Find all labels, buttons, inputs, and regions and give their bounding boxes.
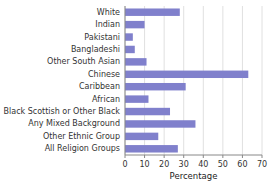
- bar: [125, 33, 133, 40]
- y-tick-label: Black Scottish or Other Black: [4, 107, 121, 116]
- y-tick-label: All Religion Groups: [45, 144, 120, 153]
- y-tick-label: White: [97, 8, 120, 17]
- bar: [125, 145, 178, 152]
- chart-svg: 0 10 20 30 40 50 60 70 All Religion Groups Other …: [0, 0, 272, 185]
- bars: [125, 8, 248, 152]
- bar: [125, 95, 148, 102]
- grid-line: [125, 6, 126, 155]
- x-tick-label: 70: [257, 160, 267, 169]
- x-tick-label: 50: [218, 160, 228, 169]
- y-tick-label: Pakistani: [84, 33, 120, 42]
- bar: [125, 8, 180, 15]
- y-tick-label: Caribbean: [79, 82, 120, 91]
- x-tick-label: 60: [237, 160, 247, 169]
- bar: [125, 58, 147, 65]
- y-tick-label: Bangladeshi: [71, 45, 120, 54]
- bar: [125, 71, 248, 78]
- grid-line: [183, 6, 184, 155]
- x-tick-label: 20: [159, 160, 169, 169]
- x-tick-label: 30: [179, 160, 189, 169]
- y-tick-label: Other Ethnic Group: [43, 132, 120, 141]
- grid-line: [222, 6, 223, 155]
- x-axis-line: [125, 155, 262, 156]
- x-tick-label: 40: [198, 160, 208, 169]
- grid-line: [203, 6, 204, 155]
- bar: [125, 46, 135, 53]
- bar: [125, 120, 195, 127]
- bar: [125, 133, 158, 140]
- y-tick-label: Chinese: [88, 70, 120, 79]
- grid-line: [262, 6, 263, 155]
- y-axis-line: [125, 6, 126, 155]
- y-tick-label: African: [92, 95, 120, 104]
- y-tick-labels: All Religion Groups Other Ethnic Group Any…: [4, 8, 121, 154]
- x-tick-label: 10: [139, 160, 149, 169]
- y-tick-label: Any Mixed Background: [28, 119, 120, 128]
- bar: [125, 21, 145, 28]
- x-axis-label: Percentage: [170, 171, 218, 181]
- bar: [125, 108, 170, 115]
- grid: [125, 6, 262, 155]
- y-tick-label: Other South Asian: [47, 57, 120, 66]
- chart-container: 0 10 20 30 40 50 60 70 All Religion Groups Other …: [0, 0, 272, 185]
- x-ticks: 0 10 20 30 40 50 60 70: [122, 155, 267, 169]
- grid-line: [242, 6, 243, 155]
- bar: [125, 83, 186, 90]
- grid-line: [164, 6, 165, 155]
- x-tick-label: 0: [122, 160, 127, 169]
- y-tick-label: Indian: [95, 20, 120, 29]
